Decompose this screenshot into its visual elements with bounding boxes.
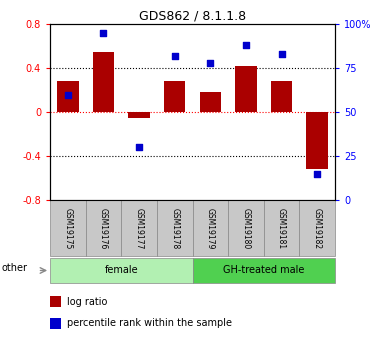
Title: GDS862 / 8.1.1.8: GDS862 / 8.1.1.8 — [139, 10, 246, 23]
Bar — [192, 200, 228, 256]
Bar — [164, 81, 186, 112]
Bar — [128, 112, 150, 118]
Text: GSM19179: GSM19179 — [206, 208, 215, 249]
Text: log ratio: log ratio — [67, 297, 107, 307]
Text: GSM19182: GSM19182 — [313, 208, 321, 249]
Point — [172, 53, 178, 59]
Bar — [192, 258, 335, 283]
Bar — [306, 112, 328, 169]
Point — [136, 145, 142, 150]
Text: GSM19181: GSM19181 — [277, 208, 286, 249]
Point — [314, 171, 320, 176]
Text: other: other — [2, 263, 28, 273]
Bar — [199, 92, 221, 112]
Bar — [264, 200, 300, 256]
Bar — [271, 81, 292, 112]
Text: GSM19176: GSM19176 — [99, 208, 108, 249]
Bar — [50, 296, 62, 307]
Point — [278, 51, 285, 57]
Point — [243, 42, 249, 48]
Text: female: female — [104, 266, 138, 275]
Bar — [50, 200, 85, 256]
Text: GSM19180: GSM19180 — [241, 208, 250, 249]
Text: GH-treated male: GH-treated male — [223, 266, 305, 275]
Text: percentile rank within the sample: percentile rank within the sample — [67, 318, 232, 328]
Bar — [228, 200, 264, 256]
Bar — [121, 200, 157, 256]
Point — [65, 92, 71, 97]
Text: GSM19178: GSM19178 — [170, 208, 179, 249]
Bar — [57, 81, 79, 112]
Bar — [85, 200, 121, 256]
Bar — [157, 200, 192, 256]
Bar — [93, 52, 114, 112]
Text: GSM19177: GSM19177 — [135, 208, 144, 249]
Point — [100, 30, 107, 36]
Bar — [50, 318, 62, 328]
Bar — [50, 258, 192, 283]
Point — [207, 60, 213, 66]
Bar — [235, 66, 257, 112]
Text: GSM19175: GSM19175 — [64, 208, 72, 249]
Bar — [300, 200, 335, 256]
